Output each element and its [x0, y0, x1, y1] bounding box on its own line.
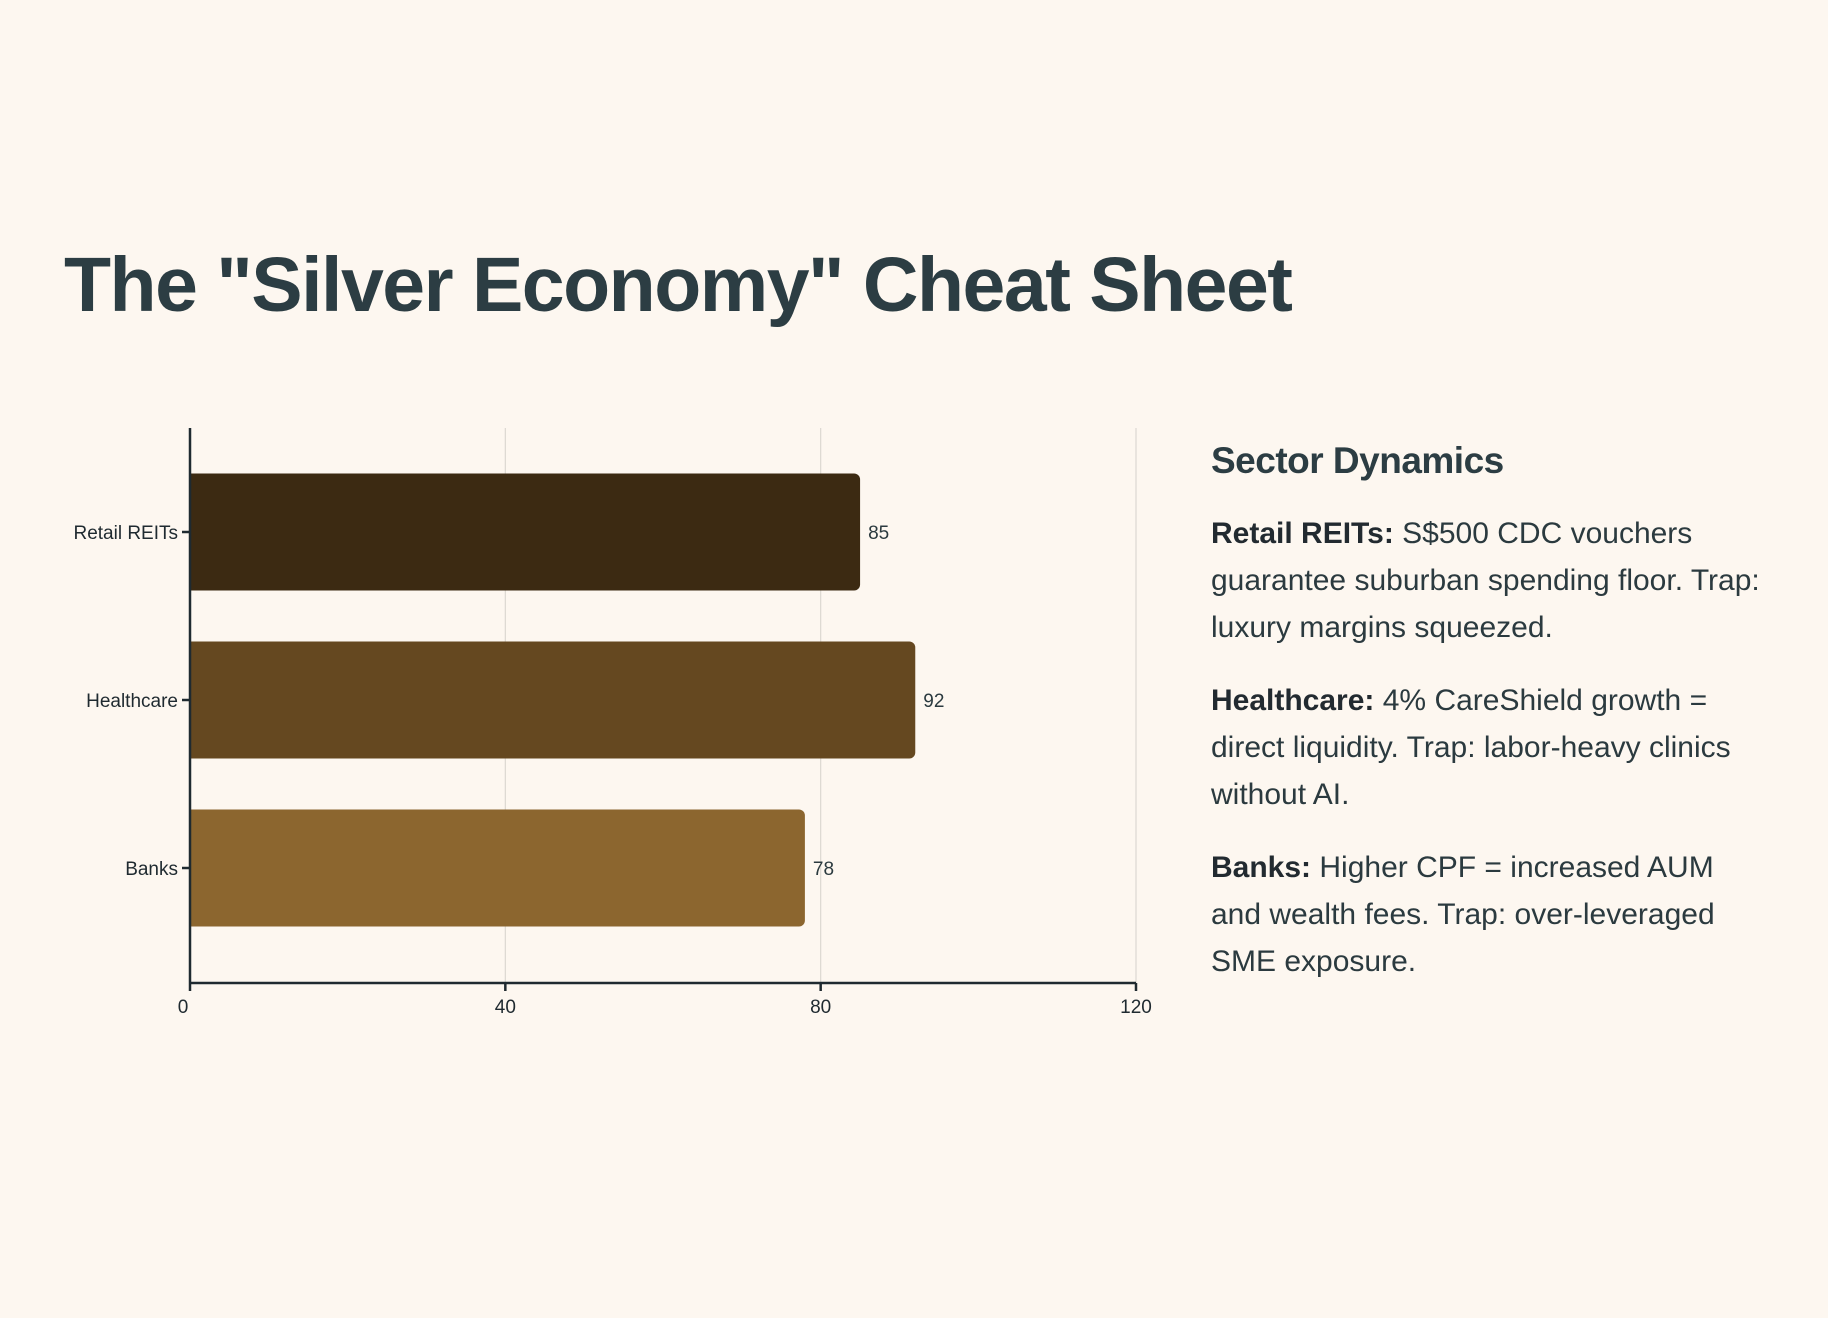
- category-label: Banks: [125, 859, 178, 880]
- sector-note-banks: Banks: Higher CPF = increased AUM and we…: [1211, 844, 1771, 985]
- sector-note-name: Banks:: [1211, 851, 1312, 884]
- x-tick-label: 40: [495, 997, 516, 1018]
- bars: [190, 473, 916, 927]
- sector-bar-chart: 85 Retail REITs 92 Healthcare 78 Banks 0 40 80 12…: [0, 420, 1180, 1040]
- bar-edge: [190, 809, 200, 927]
- sector-note-name: Healthcare:: [1211, 684, 1375, 717]
- category-label: Healthcare: [86, 691, 178, 712]
- x-tick-label: 120: [1120, 997, 1152, 1018]
- axes: [182, 428, 1138, 991]
- sidebar-title: Sector Dynamics: [1211, 440, 1504, 481]
- sector-dynamics-panel: Sector Dynamics Retail REITs: S$500 CDC …: [1211, 440, 1771, 1011]
- chart-svg: 85 Retail REITs 92 Healthcare 78 Banks 0 40 80 12…: [73, 428, 1152, 1018]
- bar-value-label: 92: [923, 691, 944, 712]
- bar: [190, 809, 805, 927]
- bar-value-label: 78: [813, 859, 834, 880]
- sector-note-healthcare: Healthcare: 4% CareShield growth = direc…: [1211, 677, 1771, 818]
- x-tick-label: 0: [178, 997, 189, 1018]
- page-title: The "Silver Economy" Cheat Sheet: [64, 242, 1293, 328]
- sector-note-text: S$500 CDC vouchers guarantee suburban sp…: [1211, 517, 1760, 644]
- sector-note-text: Higher CPF = increased AUM and wealth fe…: [1211, 851, 1715, 978]
- bar-edge: [190, 641, 200, 759]
- bar-value-label: 85: [868, 523, 889, 544]
- bar-edge: [190, 473, 200, 591]
- bar: [190, 473, 861, 591]
- bar: [190, 641, 916, 759]
- category-label: Retail REITs: [73, 523, 178, 544]
- sector-note-name: Retail REITs:: [1211, 517, 1394, 550]
- labels: 85 Retail REITs 92 Healthcare 78 Banks 0 40 80 12…: [73, 523, 1151, 1018]
- x-tick-label: 80: [810, 997, 831, 1018]
- sector-note-text: 4% CareShield growth = direct liquidity.…: [1211, 684, 1731, 811]
- sector-note-retail-reits: Retail REITs: S$500 CDC vouchers guarant…: [1211, 510, 1771, 651]
